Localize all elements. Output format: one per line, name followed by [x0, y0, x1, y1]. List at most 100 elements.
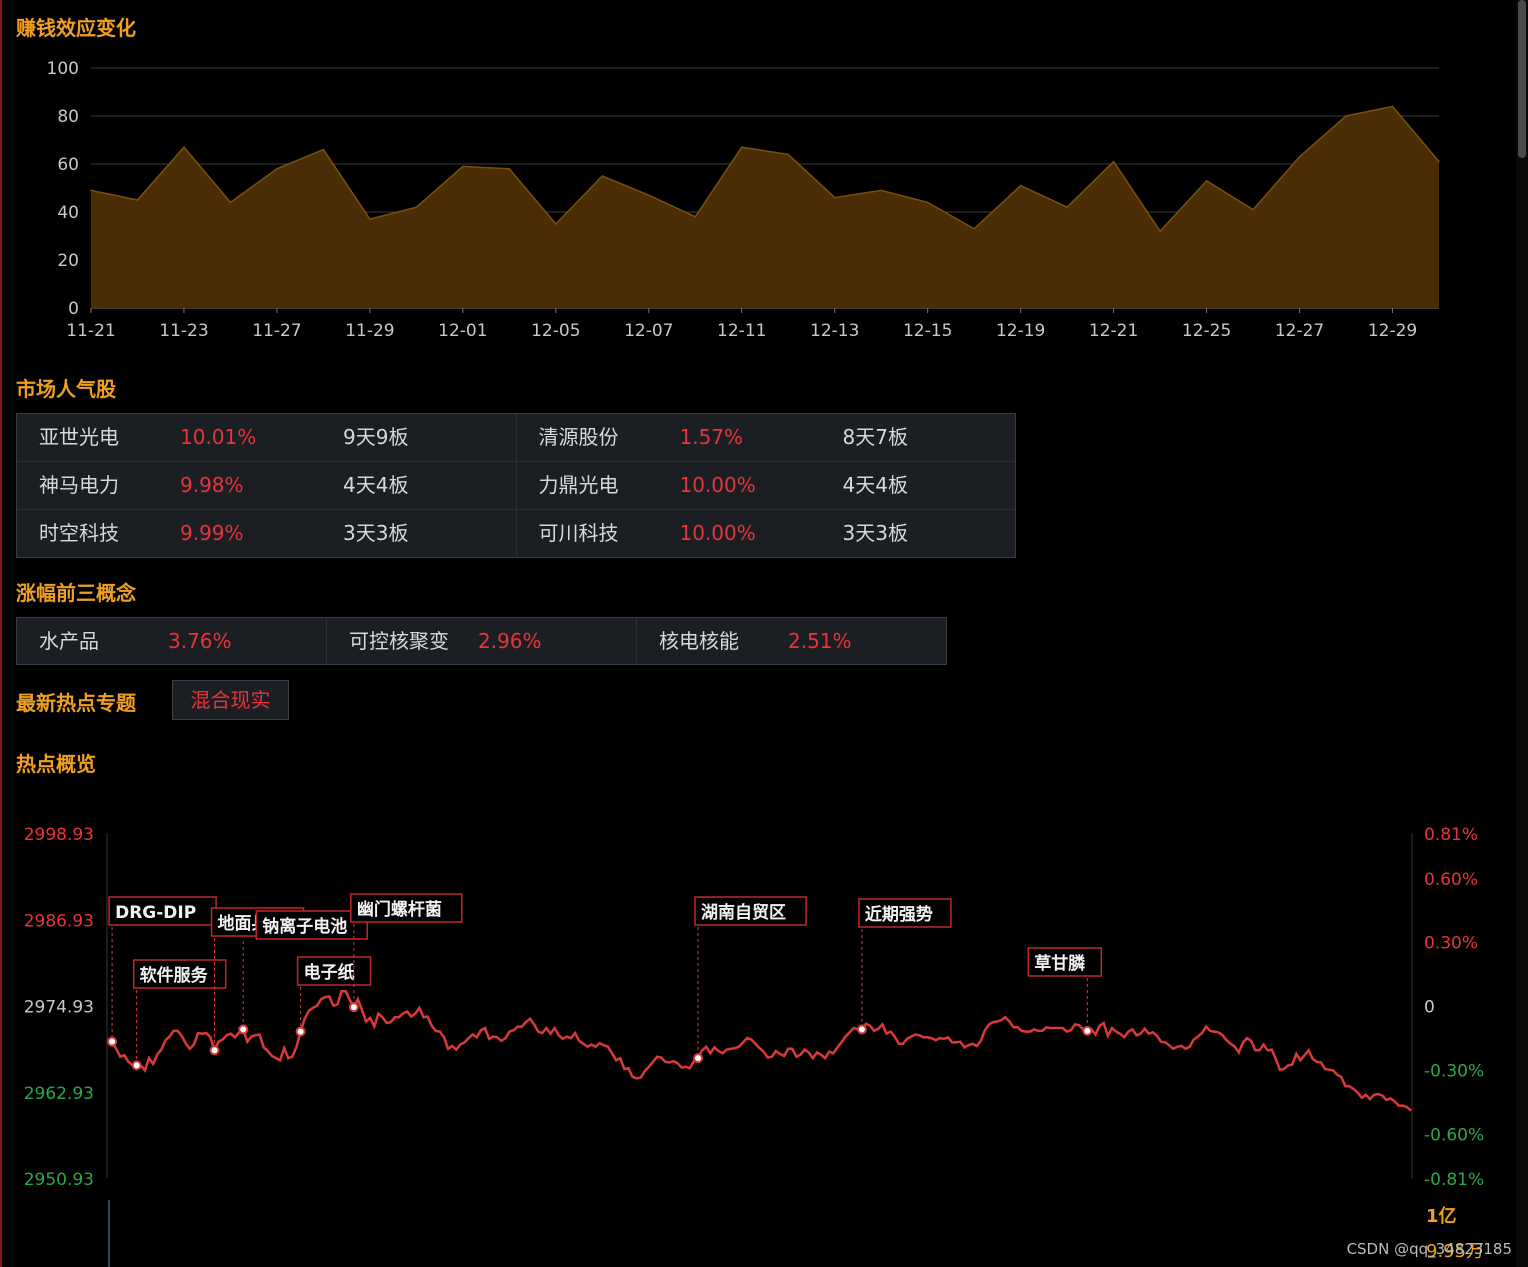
top-concepts-table: 水产品 3.76% 可控核聚变 2.96% 核电核能 2.51%	[16, 617, 947, 665]
concept-change: 3.76%	[168, 629, 232, 653]
x-tick-label: 12-21	[1089, 321, 1138, 341]
volume-label: 1亿	[1426, 1205, 1457, 1227]
x-tick-label: 11-29	[345, 321, 394, 341]
stock-name[interactable]: 可川科技	[538, 521, 619, 545]
stock-name[interactable]: 亚世光电	[39, 425, 119, 449]
stock-change: 1.57%	[679, 425, 744, 449]
data-point	[926, 201, 929, 204]
scrollbar[interactable]	[1516, 0, 1528, 1267]
stock-streak: 4天4板	[343, 473, 409, 497]
concept-item[interactable]: 可控核聚变 2.96%	[327, 618, 637, 664]
stock-item[interactable]: 亚世光电 10.01% 9天9板	[17, 414, 517, 461]
stock-name[interactable]: 神马电力	[39, 473, 119, 497]
annotation-marker	[1082, 1025, 1093, 1036]
hot-overview-chart: 2998.93 2986.93 2974.93 2962.93 2950.93 0.81%…	[24, 825, 1484, 1267]
concept-name[interactable]: 核电核能	[659, 629, 739, 653]
annotation-label: 幽门螺杆菌	[357, 899, 442, 920]
stock-name[interactable]: 力鼎光电	[538, 473, 619, 497]
profit-effect-title: 赚钱效应变化	[16, 16, 136, 40]
annotation-label: DRG-DIP	[115, 903, 196, 923]
stock-name[interactable]: 清源股份	[538, 425, 619, 449]
data-point	[229, 201, 232, 204]
y-tick-label: 80	[57, 107, 79, 127]
data-point	[833, 196, 836, 199]
area-line	[90, 105, 1440, 233]
stock-change: 10.01%	[180, 425, 257, 449]
stock-change: 9.98%	[180, 473, 244, 497]
volume-value: 9.95万	[1426, 1241, 1484, 1262]
stock-item[interactable]: 时空科技 9.99% 3天3板	[17, 510, 517, 557]
left-border	[0, 0, 2, 1267]
popular-stocks-title: 市场人气股	[16, 377, 116, 401]
y-tick-label: 20	[57, 251, 79, 271]
x-tick-label: 12-01	[438, 321, 487, 341]
annotation-box	[1027, 947, 1103, 977]
annotation-marker	[856, 1024, 867, 1035]
stock-streak: 3天3板	[842, 521, 908, 545]
stock-item[interactable]: 神马电力 9.98% 4天4板	[17, 462, 517, 509]
data-point	[1298, 156, 1301, 158]
profit-effect-chart: 0 20 40 60 80 100 11-21 11-23 11-27 11-29 12-01 12-…	[47, 59, 1440, 341]
data-point	[1205, 180, 1208, 182]
annotation-box	[108, 896, 217, 926]
annotation-box	[858, 898, 952, 928]
concept-name[interactable]: 可控核聚变	[349, 629, 449, 653]
data-point	[647, 194, 650, 196]
data-point	[1345, 115, 1347, 117]
x-tick-label: 12-29	[1368, 321, 1417, 341]
stock-item[interactable]: 清源股份 1.57% 8天7板	[517, 414, 1016, 461]
data-point	[1252, 208, 1254, 211]
data-point	[276, 168, 278, 170]
annotation-box	[694, 896, 807, 926]
annotation-label: 湖南自贸区	[701, 902, 786, 923]
data-point	[1438, 160, 1440, 163]
annotation-label: 草甘膦	[1034, 953, 1085, 974]
data-point	[1066, 206, 1068, 208]
concept-item[interactable]: 水产品 3.76%	[17, 618, 327, 664]
left-tick-label: 2998.93	[24, 825, 94, 845]
left-tick-label: 2962.93	[24, 1084, 94, 1104]
hot-topic-tag[interactable]: 混合现实	[172, 680, 289, 720]
stock-streak: 3天3板	[343, 521, 409, 545]
y-tick-label: 60	[57, 155, 79, 175]
area-fill	[91, 106, 1439, 309]
concept-name[interactable]: 水产品	[39, 629, 99, 653]
stock-change: 10.00%	[679, 521, 756, 545]
x-tick-label: 12-11	[717, 321, 766, 341]
annotation-label: 钠离子电池	[262, 916, 347, 937]
right-tick-label: -0.30%	[1424, 1062, 1484, 1082]
annotation-marker	[131, 1060, 142, 1071]
stock-item[interactable]: 力鼎光电 10.00% 4天4板	[517, 462, 1016, 509]
annotation-label: 软件服务	[140, 965, 209, 986]
data-point	[787, 153, 790, 156]
annotation-marker	[348, 1002, 359, 1013]
hot-overview-title: 热点概览	[16, 752, 96, 776]
table-row: 亚世光电 10.01% 9天9板 清源股份 1.57% 8天7板	[17, 414, 1015, 462]
data-point	[508, 168, 511, 170]
annotation-marker	[693, 1053, 704, 1064]
annotation-label: 电子纸	[304, 962, 355, 983]
watermark: CSDN @qq_34823185	[1346, 1240, 1512, 1258]
data-point	[183, 146, 185, 148]
index-line	[107, 990, 1412, 1112]
data-point	[880, 189, 883, 192]
table-row: 时空科技 9.99% 3天3板 可川科技 10.00% 3天3板	[17, 510, 1015, 557]
scroll-thumb[interactable]	[1518, 0, 1526, 158]
annotation-box	[296, 956, 372, 986]
x-tick-label: 12-25	[1182, 321, 1231, 341]
data-point	[90, 189, 92, 192]
stock-streak: 8天7板	[842, 425, 908, 449]
left-tick-label: 2974.93	[24, 998, 94, 1018]
data-point	[415, 206, 418, 208]
x-tick-label: 12-13	[810, 321, 859, 341]
data-point	[601, 175, 604, 177]
stock-item[interactable]: 可川科技 10.00% 3天3板	[517, 510, 1016, 557]
concept-item[interactable]: 核电核能 2.51%	[637, 618, 946, 664]
right-tick-label: 0.81%	[1424, 825, 1478, 845]
data-point	[369, 218, 371, 220]
right-tick-label: -0.60%	[1424, 1126, 1484, 1146]
right-tick-label: -0.81%	[1424, 1170, 1484, 1190]
stock-name[interactable]: 时空科技	[39, 521, 119, 545]
x-tick-label: 11-27	[252, 321, 301, 341]
annotation-marker	[295, 1026, 306, 1037]
